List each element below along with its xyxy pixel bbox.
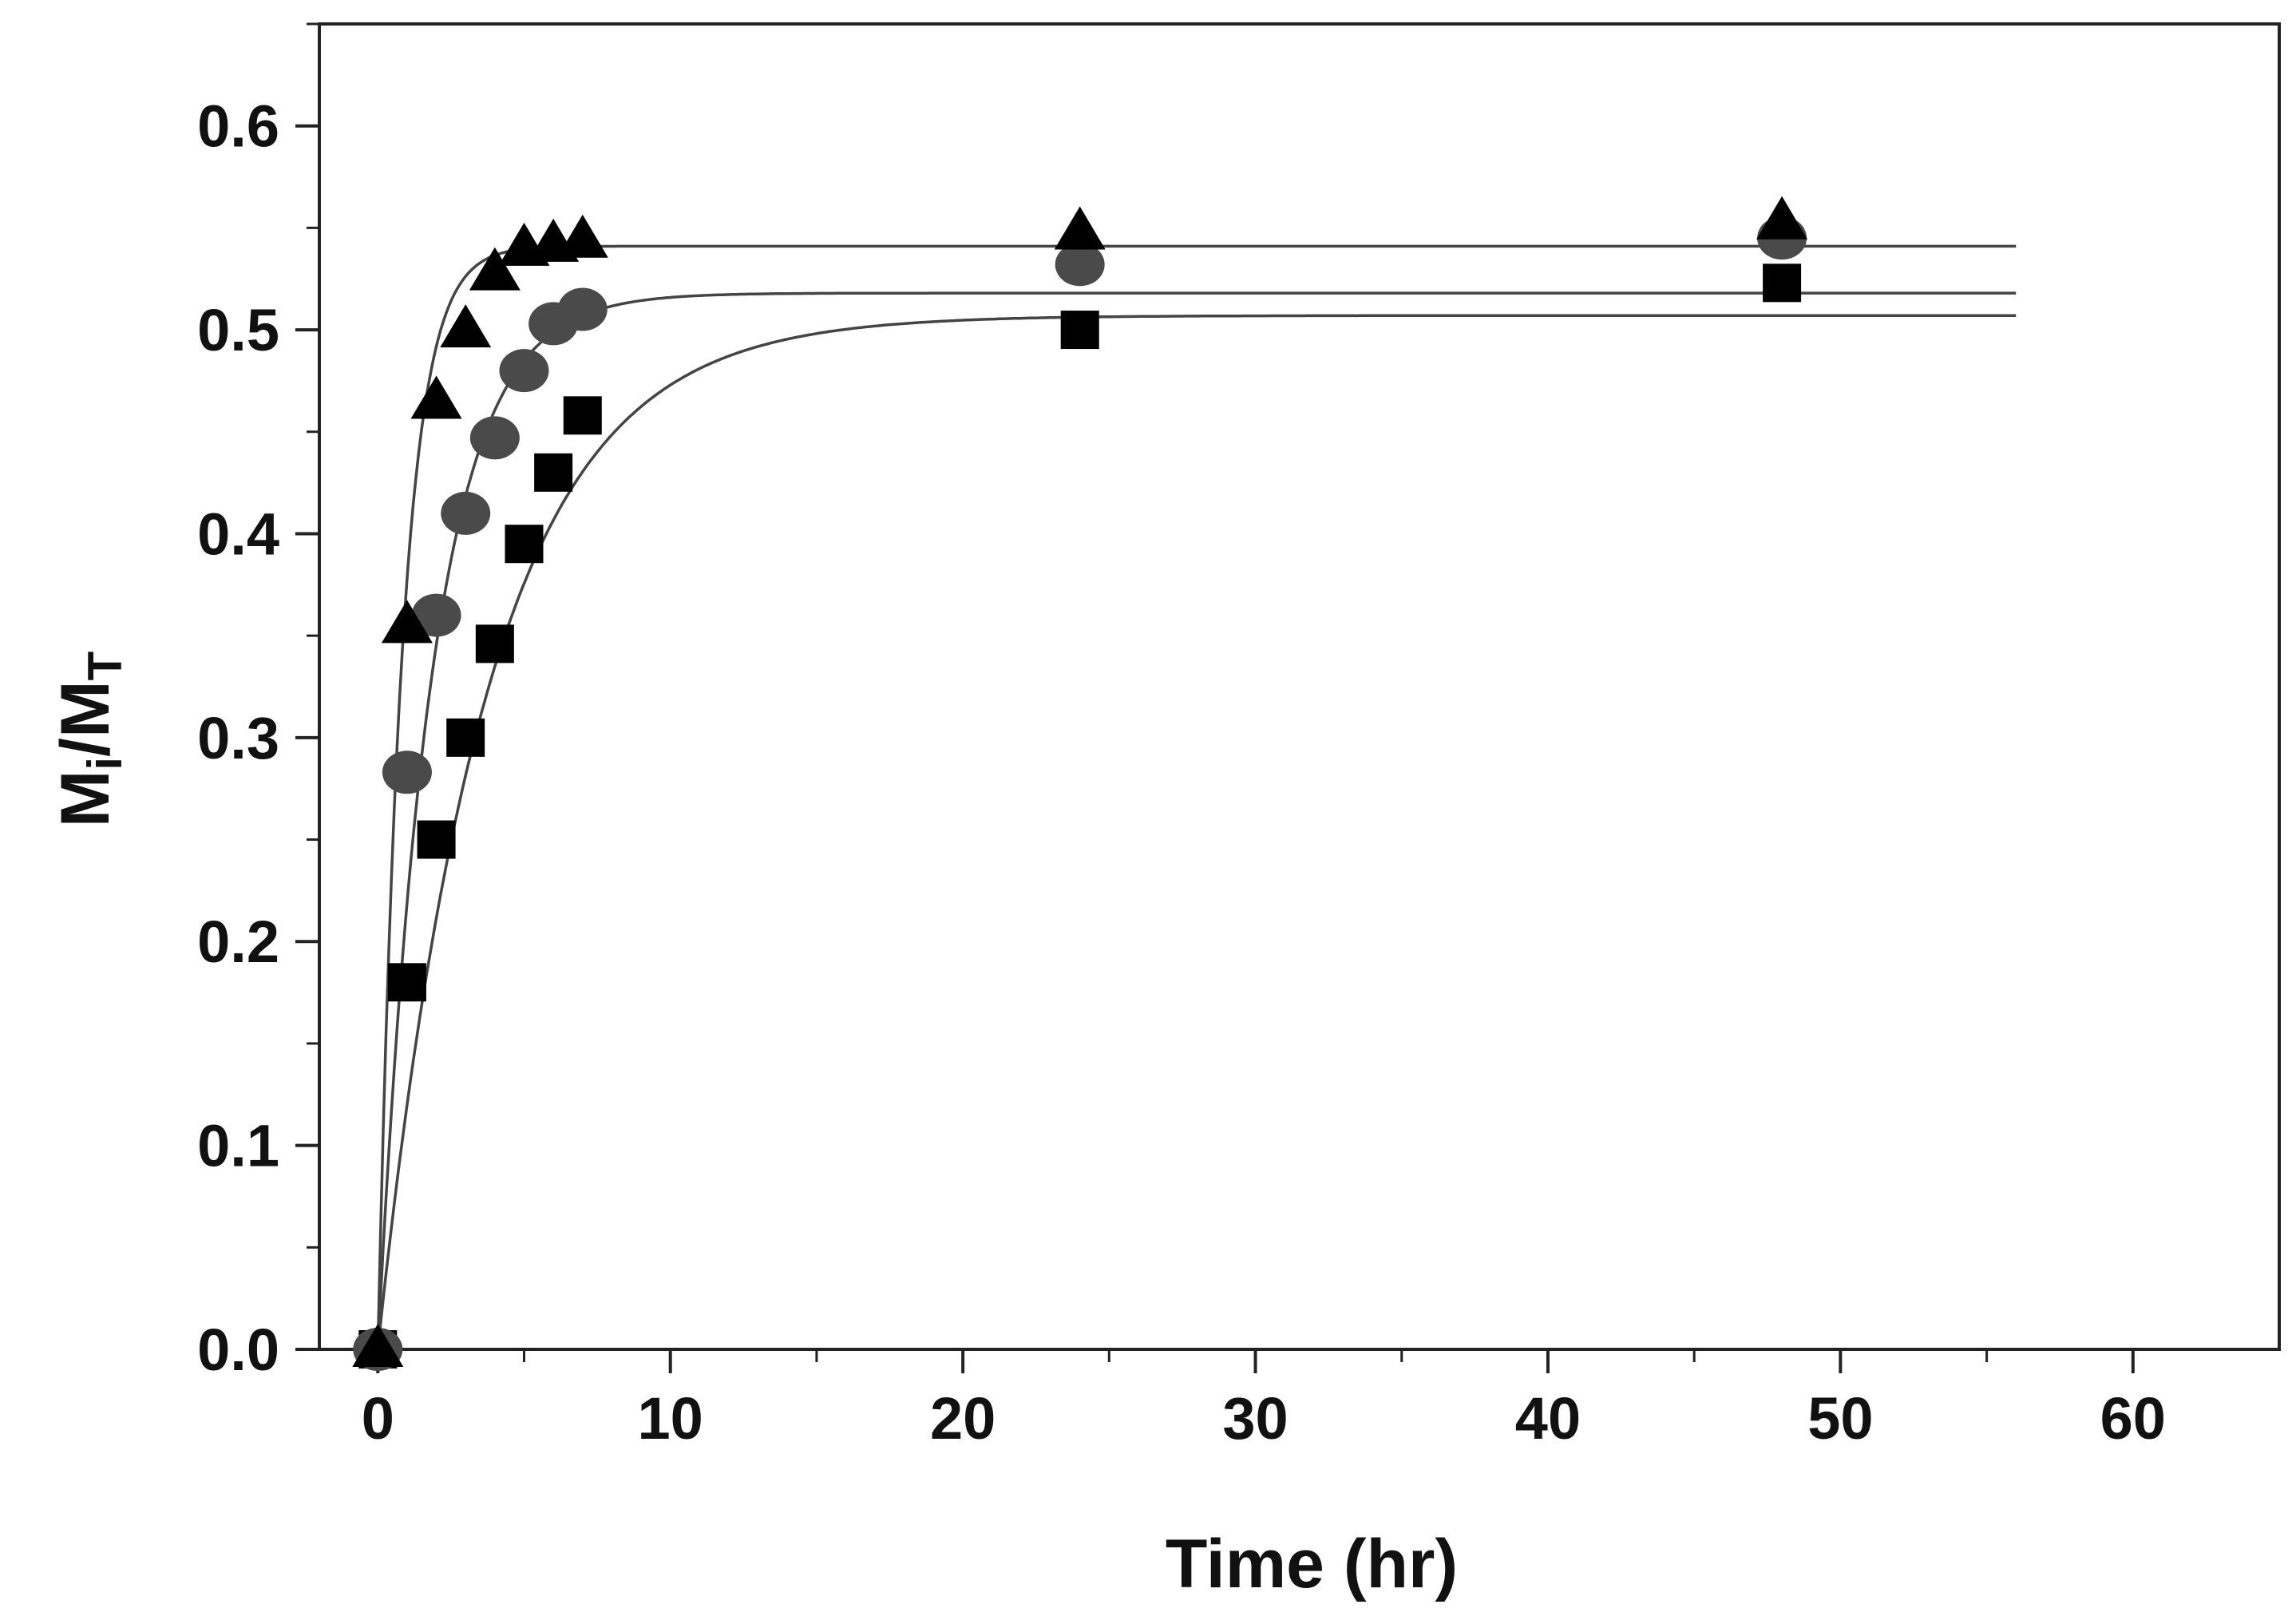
data-markers bbox=[352, 196, 1808, 1371]
fit-curve-square bbox=[376, 314, 2017, 1350]
y-tick-label: 0.1 bbox=[197, 1113, 279, 1179]
x-tick-label: 0 bbox=[362, 1385, 394, 1452]
circle-marker bbox=[469, 416, 520, 460]
fit-curve-circle bbox=[376, 291, 2017, 1350]
y-tick-label: 0.2 bbox=[197, 909, 279, 975]
triangle-marker bbox=[352, 1324, 404, 1367]
tick-labels: 0 10 20 30 40 50 60 0.0 0.1 0.2 0.3 0.4 0.5 0.6 bbox=[197, 93, 2166, 1452]
fit-curves bbox=[376, 244, 2017, 1350]
circle-marker bbox=[557, 287, 608, 331]
circle-marker bbox=[411, 593, 461, 637]
y-tick-label: 0.6 bbox=[197, 93, 279, 160]
triangle-marker bbox=[410, 375, 462, 419]
x-tick-label: 60 bbox=[2100, 1385, 2166, 1452]
square-marker bbox=[534, 453, 573, 492]
y-tick-label: 0.5 bbox=[197, 297, 279, 363]
x-tick-label: 50 bbox=[1807, 1385, 1873, 1452]
triangle-marker bbox=[556, 214, 608, 258]
y-axis-title-mid: /M bbox=[47, 680, 124, 757]
y-axis-title-sub1: i bbox=[78, 757, 132, 770]
square-marker bbox=[563, 396, 602, 435]
square-marker bbox=[475, 624, 514, 663]
fit-curve-triangle bbox=[376, 244, 2017, 1350]
x-tick-label: 20 bbox=[930, 1385, 996, 1452]
circle-marker bbox=[382, 751, 432, 794]
square-marker bbox=[1060, 311, 1099, 350]
square-marker bbox=[1763, 263, 1802, 303]
square-marker bbox=[387, 963, 426, 1002]
x-tick-label: 10 bbox=[638, 1385, 703, 1452]
square-marker bbox=[505, 525, 544, 564]
triangle-marker bbox=[381, 600, 433, 644]
square-marker bbox=[417, 820, 456, 859]
y-axis-title: Mi/MT bbox=[47, 652, 132, 828]
square-marker bbox=[446, 718, 485, 757]
y-tick-label: 0.3 bbox=[197, 705, 279, 771]
x-tick-label: 30 bbox=[1222, 1385, 1288, 1452]
circle-marker bbox=[441, 491, 491, 535]
x-axis-title: Time (hr) bbox=[1166, 1526, 1458, 1602]
triangle-marker bbox=[469, 247, 521, 291]
circle-marker bbox=[499, 349, 549, 393]
x-tick-label: 40 bbox=[1515, 1385, 1581, 1452]
triangle-marker bbox=[1756, 196, 1808, 240]
triangle-marker bbox=[440, 304, 492, 348]
circle-marker bbox=[1055, 243, 1105, 287]
plot-frame bbox=[318, 22, 2281, 1351]
y-tick-label: 0.0 bbox=[197, 1317, 279, 1383]
triangle-marker bbox=[1054, 206, 1106, 250]
y-axis-title-sub2: T bbox=[78, 652, 132, 681]
y-axis-title-main: M bbox=[47, 770, 124, 828]
y-tick-label: 0.4 bbox=[197, 501, 279, 567]
